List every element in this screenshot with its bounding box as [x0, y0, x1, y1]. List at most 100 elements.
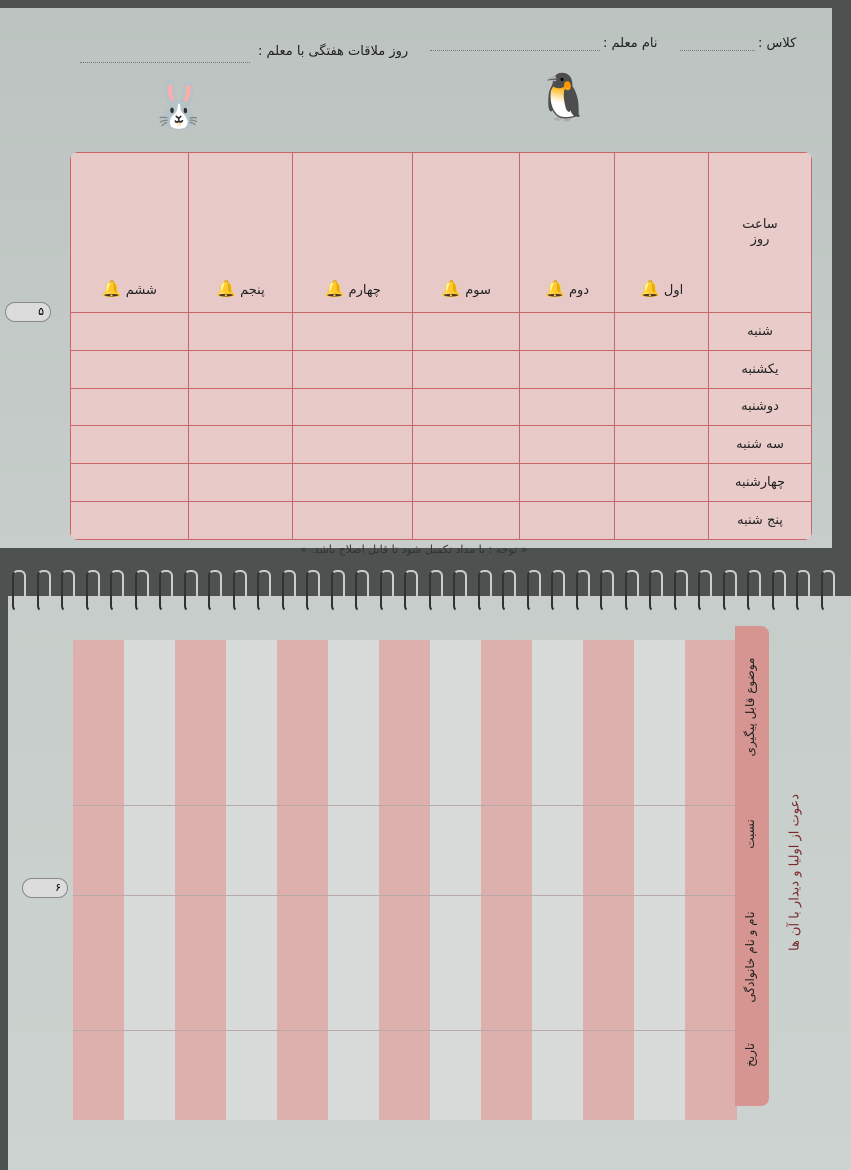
teacher-label: نام معلم : [603, 36, 658, 51]
schedule-cell[interactable] [187, 463, 294, 503]
class-label: کلاس : [758, 36, 797, 51]
log-column[interactable] [124, 640, 176, 1120]
schedule-cell[interactable] [518, 463, 616, 503]
log-column[interactable] [430, 640, 482, 1120]
schedule-cell[interactable] [292, 311, 414, 351]
spiral-ring [257, 570, 271, 612]
period-header: سوم🔔 [412, 152, 520, 313]
spiral-ring [379, 570, 394, 612]
col-name: نام و نام خانوادگی [743, 911, 757, 1003]
day-cell: سه شنبه [708, 425, 812, 465]
log-column[interactable] [685, 640, 737, 1120]
period-header: ششم🔔 [70, 152, 189, 313]
log-column[interactable] [277, 640, 329, 1120]
schedule-cell[interactable] [412, 463, 520, 503]
period-header: چهارم🔔 [292, 152, 414, 313]
schedule-cell[interactable] [614, 463, 709, 503]
spiral-ring [61, 570, 75, 612]
spiral-ring [110, 570, 124, 612]
schedule-cell[interactable] [518, 501, 616, 540]
schedule-cell[interactable] [614, 387, 709, 427]
schedule-cell[interactable] [614, 311, 709, 351]
row-divider [73, 805, 735, 806]
spiral-ring [85, 570, 100, 612]
spiral-ring [306, 570, 320, 612]
schedule-cell[interactable] [70, 501, 189, 540]
schedule-cell[interactable] [614, 425, 709, 465]
pencil-note: « توجه : با مداد تکمیل شود تا قابل اصلاح… [300, 543, 528, 556]
schedule-cell[interactable] [412, 349, 520, 389]
bell-icon: 🔔 [639, 278, 660, 298]
bell-icon: 🔔 [324, 278, 345, 298]
col-followup-topic: موضوع قابل پیگیری [743, 657, 757, 757]
schedule-cell[interactable] [292, 501, 414, 540]
schedule-cell[interactable] [412, 501, 520, 540]
schedule-cell[interactable] [292, 387, 414, 427]
schedule-cell[interactable] [70, 463, 189, 503]
schedule-cell[interactable] [187, 501, 294, 540]
schedule-cell[interactable] [292, 349, 414, 389]
spiral-ring [232, 570, 247, 612]
class-field[interactable] [680, 50, 755, 51]
log-column[interactable] [175, 640, 227, 1120]
spiral-ring [36, 570, 51, 612]
day-cell: پنج شنبه [708, 501, 812, 540]
schedule-cell[interactable] [70, 425, 189, 465]
schedule-cell[interactable] [412, 387, 520, 427]
schedule-cell[interactable] [518, 311, 616, 351]
schedule-row: چهارشنبه [70, 463, 812, 503]
log-column[interactable] [583, 640, 635, 1120]
log-column[interactable] [328, 640, 380, 1120]
spiral-ring [673, 570, 688, 612]
spiral-ring [477, 570, 492, 612]
schedule-row: سه شنبه [70, 425, 812, 465]
schedule-cell[interactable] [187, 311, 294, 351]
log-column[interactable] [532, 640, 584, 1120]
column-header-band [735, 626, 769, 1106]
log-column[interactable] [634, 640, 686, 1120]
schedule-cell[interactable] [70, 311, 189, 351]
col-date: تاریخ [743, 1043, 757, 1067]
schedule-cell[interactable] [70, 349, 189, 389]
schedule-cell[interactable] [614, 501, 709, 540]
spiral-ring [771, 570, 786, 612]
meeting-day-field[interactable] [80, 62, 250, 63]
schedule-cell[interactable] [518, 349, 616, 389]
weekly-schedule-table: ساعت روز اول🔔 دوم🔔 سوم🔔 چهارم🔔 پنجم🔔 ششم🔔… [70, 152, 812, 540]
schedule-cell[interactable] [614, 349, 709, 389]
spiral-ring [747, 570, 761, 612]
log-column[interactable] [73, 640, 125, 1120]
schedule-cell[interactable] [518, 387, 616, 427]
schedule-cell[interactable] [70, 387, 189, 427]
spiral-ring [698, 570, 712, 612]
spiral-ring [404, 570, 418, 612]
schedule-cell[interactable] [187, 425, 294, 465]
bell-icon: 🔔 [441, 278, 462, 298]
spiral-ring [134, 570, 149, 612]
log-column[interactable] [481, 640, 533, 1120]
schedule-cell[interactable] [187, 387, 294, 427]
teacher-field[interactable] [430, 50, 600, 51]
rabbit-illustration: 🐰 [150, 78, 208, 132]
spiral-ring [526, 570, 541, 612]
day-label: روز [750, 232, 770, 248]
page-number-tab: ۶ [22, 878, 68, 898]
spiral-ring [796, 570, 810, 612]
schedule-cell[interactable] [518, 425, 616, 465]
log-column[interactable] [379, 640, 431, 1120]
spiral-ring [281, 570, 296, 612]
schedule-cell[interactable] [292, 463, 414, 503]
schedule-cell[interactable] [187, 349, 294, 389]
spiral-ring [575, 570, 590, 612]
schedule-cell[interactable] [292, 425, 414, 465]
meeting-day-label: روز ملاقات هفتگی با معلم : [258, 44, 409, 59]
row-divider [73, 895, 735, 896]
spiral-ring [159, 570, 173, 612]
log-column[interactable] [226, 640, 278, 1120]
schedule-cell[interactable] [412, 425, 520, 465]
schedule-cell[interactable] [412, 311, 520, 351]
row-divider [73, 1030, 735, 1031]
spiral-ring [551, 570, 565, 612]
col-relation: نسبت [743, 819, 757, 849]
schedule-row: دوشنبه [70, 387, 812, 427]
